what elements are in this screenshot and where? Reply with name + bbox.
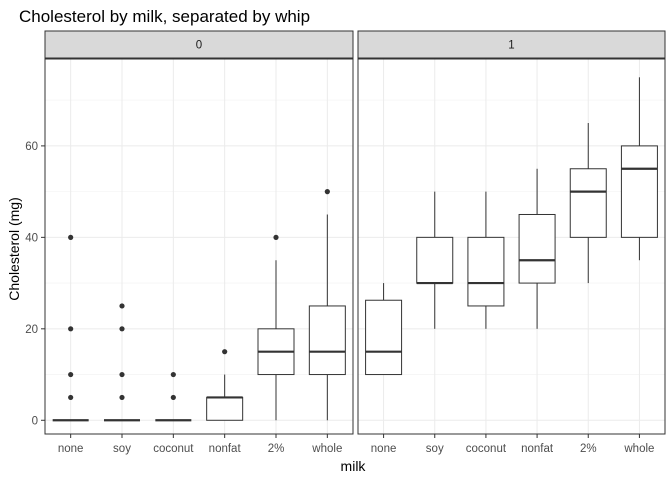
panel-background (45, 59, 353, 434)
box-none (365, 283, 403, 376)
outlier-point (68, 326, 74, 332)
x-tick-label: none (371, 443, 397, 455)
box-nonfat (206, 349, 244, 421)
box-soy (104, 303, 140, 422)
box-whole (308, 189, 346, 421)
box-body (308, 305, 346, 376)
y-tick-label: 60 (25, 141, 38, 153)
y-axis: 0 20 40 60 (25, 141, 45, 427)
box-whole (620, 77, 658, 261)
x-tick-label: 2% (580, 443, 597, 455)
outlier-point (119, 371, 125, 378)
x-tick-label: soy (426, 443, 444, 455)
outlier-point (68, 394, 74, 401)
y-tick-label: 40 (25, 232, 38, 244)
box-body (416, 236, 454, 284)
box-soy (416, 191, 454, 329)
x-tick-label: 2% (268, 443, 285, 455)
panel-border (357, 58, 666, 435)
y-axis-title: Cholesterol (mg) (6, 197, 22, 300)
outlier-point (273, 234, 279, 240)
facet-panel-0: 0 none soy coconut nonfat 2% whole (44, 30, 354, 455)
box-body (620, 145, 658, 238)
box-body (206, 396, 244, 421)
facet-panels: 0 none soy coconut nonfat 2% whole 1 none soy coco… (44, 30, 666, 455)
box-2% (257, 234, 295, 421)
box-body (518, 213, 556, 284)
facet-strip (44, 30, 354, 59)
panel-background (358, 59, 665, 434)
box-2% (569, 123, 607, 284)
outlier-point (119, 326, 125, 332)
x-axis-title: milk (341, 458, 367, 474)
x-tick-label: none (58, 443, 84, 455)
x-tick-label: nonfat (521, 443, 554, 455)
outlier-point (170, 394, 176, 401)
outlier-point (222, 349, 228, 355)
box-none (52, 234, 89, 422)
outlier-point (119, 303, 125, 309)
outlier-point (68, 371, 74, 378)
panel-border (44, 58, 354, 435)
x-tick-label: whole (311, 443, 342, 455)
chart-title: Cholesterol by milk, separated by whip (19, 7, 310, 26)
box-coconut (467, 191, 505, 329)
y-tick-label: 0 (32, 415, 38, 427)
x-tick-label: coconut (466, 443, 507, 455)
box-coconut (155, 371, 192, 422)
facet-strip-label: 1 (508, 40, 514, 52)
x-tick-label: whole (623, 443, 654, 455)
facet-panel-1: 1 none soy coconut nonfat 2% whole (357, 30, 666, 455)
outlier-point (68, 234, 74, 240)
box-body (365, 299, 403, 376)
box-body (467, 236, 505, 307)
x-tick-label: coconut (153, 443, 194, 455)
facet-strip (357, 30, 666, 59)
facet-strip-label: 0 (196, 40, 202, 52)
outlier-point (324, 189, 330, 195)
x-tick-label: nonfat (209, 443, 242, 455)
x-tick-label: soy (113, 443, 131, 455)
y-tick-label: 20 (25, 324, 38, 336)
box-body (569, 168, 607, 238)
outlier-point (170, 371, 176, 378)
box-nonfat (518, 168, 556, 329)
outlier-point (119, 394, 125, 401)
